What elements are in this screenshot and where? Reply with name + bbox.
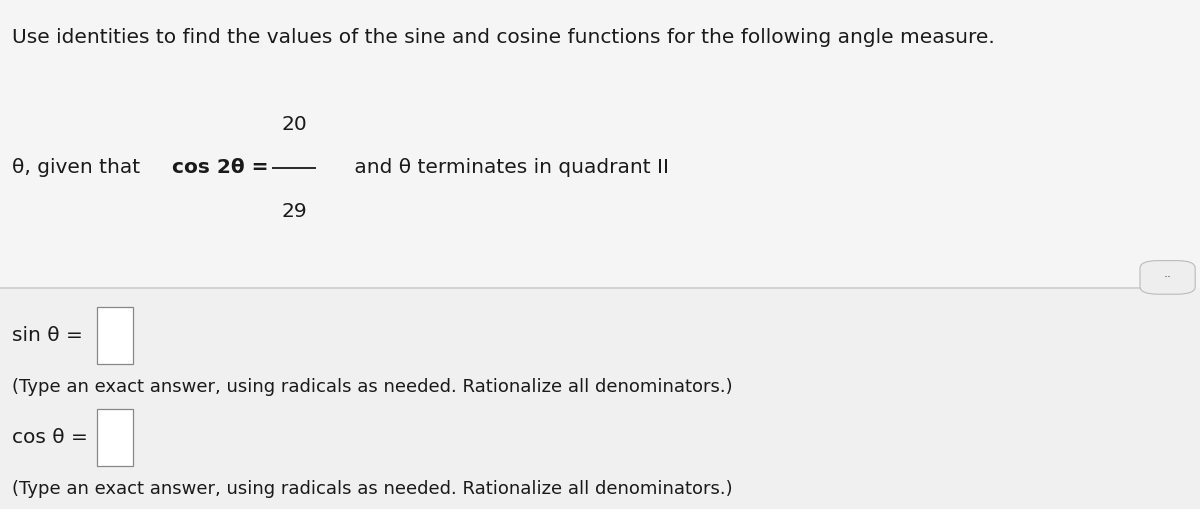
FancyBboxPatch shape: [1140, 261, 1195, 294]
Text: sin θ =: sin θ =: [12, 326, 89, 346]
Text: 20: 20: [281, 115, 307, 134]
Text: (Type an exact answer, using radicals as needed. Rationalize all denominators.): (Type an exact answer, using radicals as…: [12, 479, 733, 498]
FancyBboxPatch shape: [0, 0, 1200, 288]
Text: ··: ··: [1164, 271, 1171, 284]
FancyBboxPatch shape: [97, 307, 133, 364]
FancyBboxPatch shape: [0, 288, 1200, 509]
Text: cos θ =: cos θ =: [12, 428, 95, 447]
FancyBboxPatch shape: [97, 409, 133, 466]
Text: 29: 29: [281, 202, 307, 221]
Text: Use identities to find the values of the sine and cosine functions for the follo: Use identities to find the values of the…: [12, 28, 995, 47]
Text: cos 2θ =: cos 2θ =: [172, 158, 275, 178]
Text: θ, given that: θ, given that: [12, 158, 146, 178]
Text: (Type an exact answer, using radicals as needed. Rationalize all denominators.): (Type an exact answer, using radicals as…: [12, 378, 733, 396]
Text: and θ terminates in quadrant II: and θ terminates in quadrant II: [348, 158, 670, 178]
